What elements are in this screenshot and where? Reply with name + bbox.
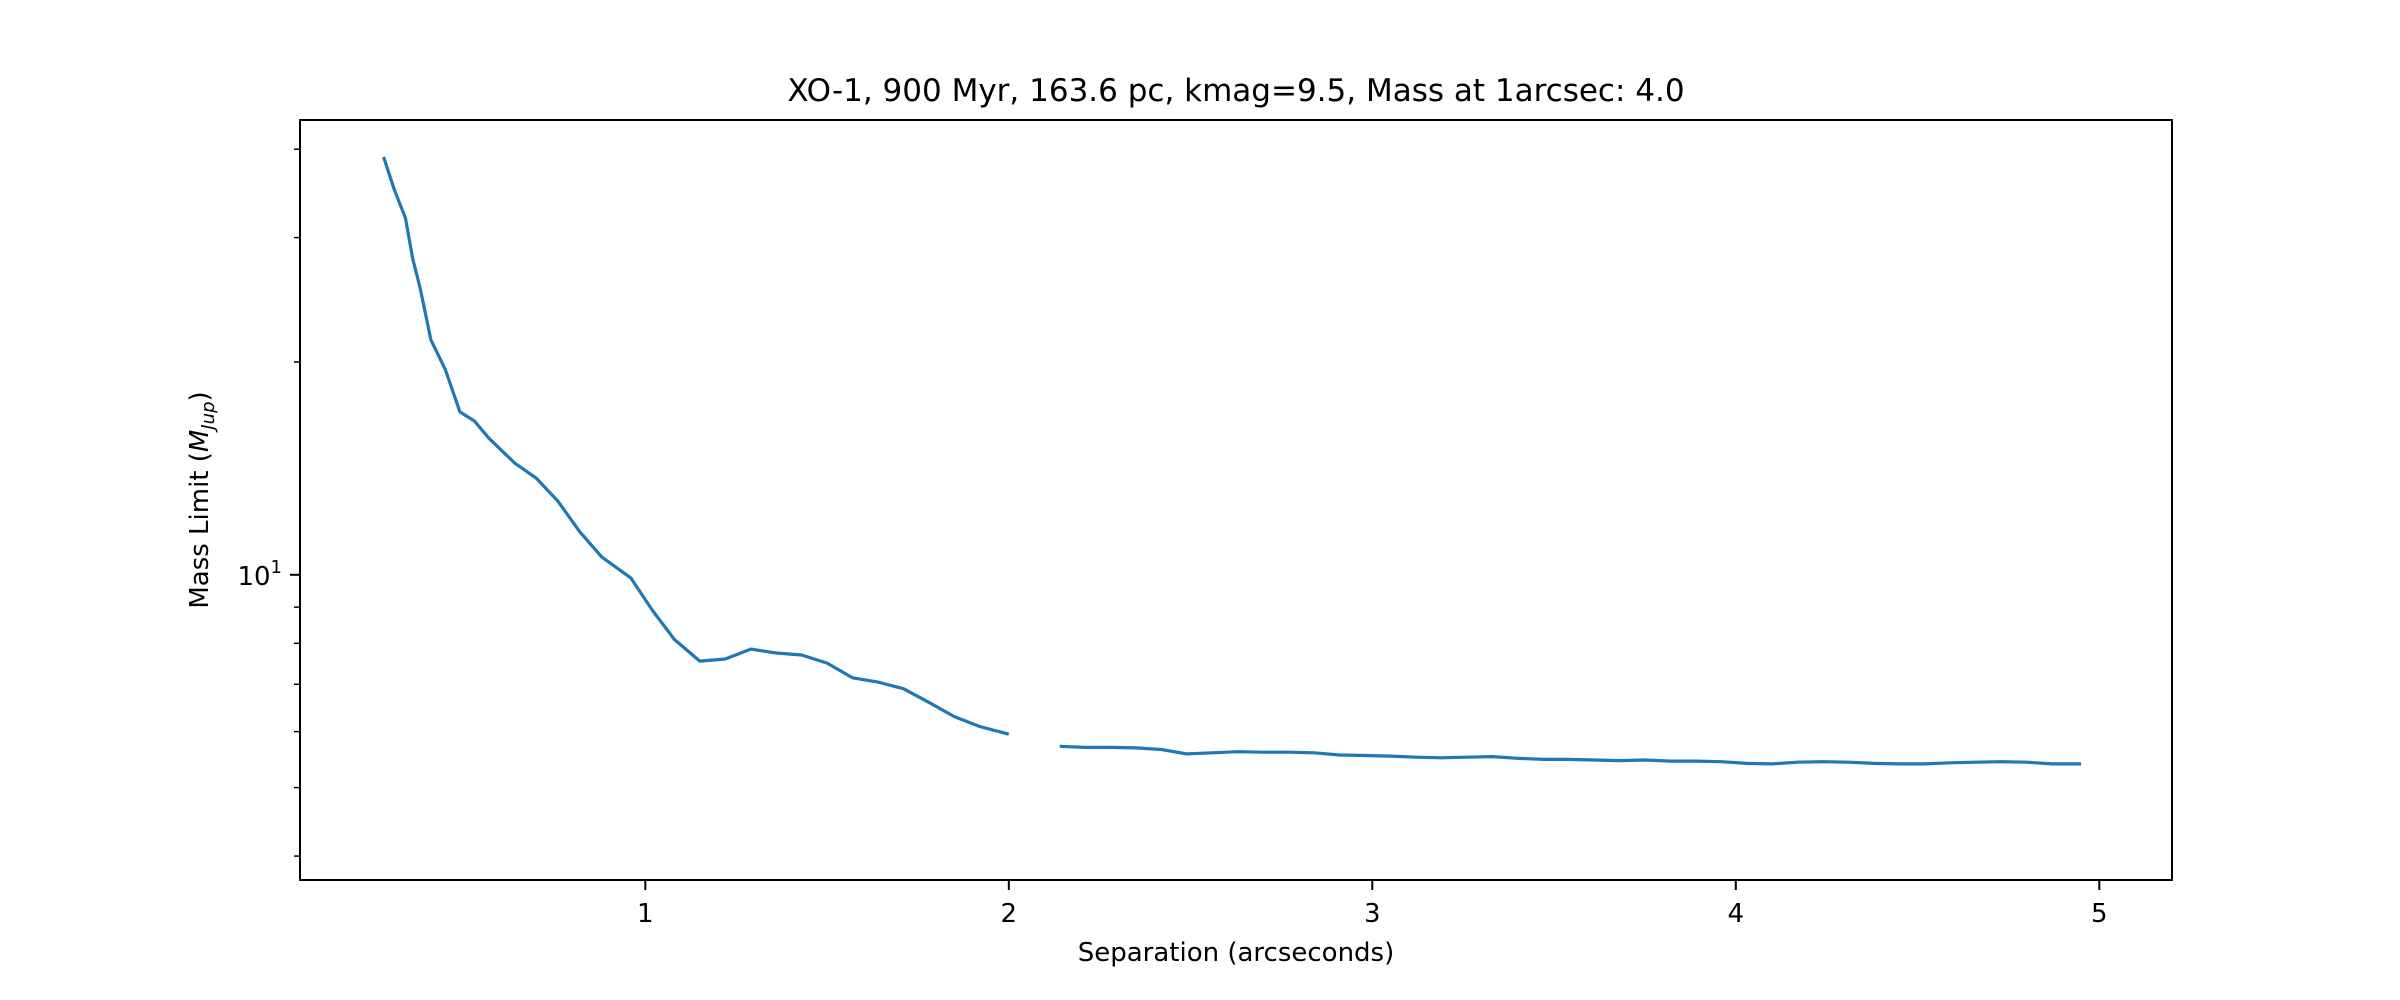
- x-tick-label: 5: [2091, 899, 2108, 929]
- plot-frame: [299, 119, 2173, 881]
- y-axis-label-prefix: Mass Limit (: [185, 452, 215, 609]
- plot-area: [382, 156, 2082, 766]
- mass-limit-line-segment-2: [1059, 744, 2082, 766]
- mass-limit-line-segment-1: [382, 156, 1010, 736]
- x-tick-label: 3: [1364, 899, 1381, 929]
- y-axis-label-suffix: ): [185, 391, 215, 401]
- chart-title: XO-1, 900 Myr, 163.6 pc, kmag=9.5, Mass …: [787, 73, 1684, 109]
- x-tick-label: 1: [637, 899, 654, 929]
- x-tick-label: 4: [1728, 899, 1745, 929]
- y-axis-label-symbol: M: [185, 430, 215, 452]
- x-axis-ticks: 1 2 3 4 5: [637, 880, 2108, 929]
- y-axis-label-subscript: Jup: [198, 401, 219, 432]
- x-tick-label: 2: [1001, 899, 1018, 929]
- y-tick-label: 101: [237, 557, 282, 592]
- x-axis-label: Separation (arcseconds): [1078, 938, 1395, 968]
- y-axis-ticks: 101: [237, 148, 300, 857]
- y-axis-label: Mass Limit (MJup): [185, 391, 219, 608]
